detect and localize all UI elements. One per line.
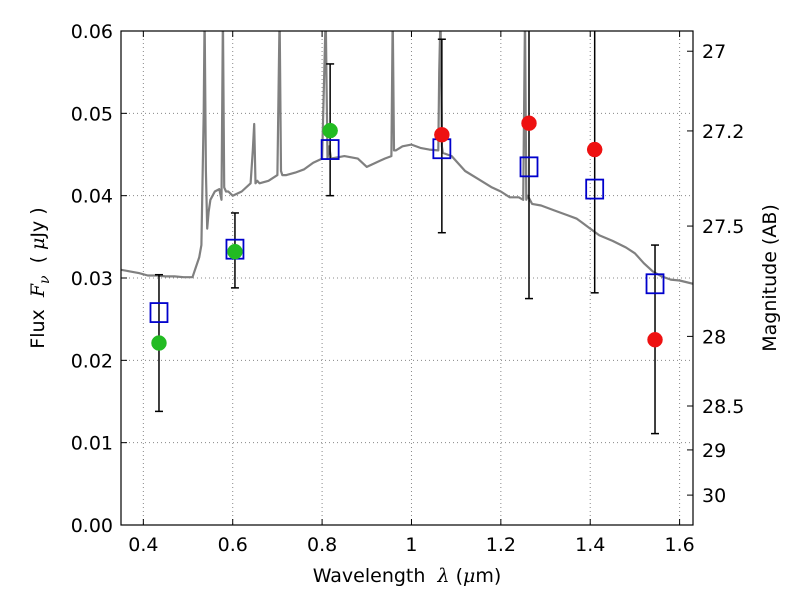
x-tick-label: 1.6 <box>664 534 694 556</box>
mag-tick-label: 30 <box>702 485 726 507</box>
x-tick-label: 0.8 <box>307 534 337 556</box>
model-photometry-point <box>149 302 169 323</box>
y-tick-label: 0.01 <box>71 433 113 455</box>
y-tick-label: 0.02 <box>71 350 113 372</box>
observed-point <box>322 122 338 139</box>
y-tick-label: 0.05 <box>71 103 113 125</box>
observed-point <box>586 141 603 158</box>
observed-point <box>647 332 663 348</box>
mag-tick-label: 27.2 <box>702 121 744 143</box>
y2-axis-label: Magnitude (AB) <box>759 204 781 352</box>
mag-tick-label: 29 <box>702 440 726 462</box>
x-tick-label: 0.4 <box>128 534 158 556</box>
observed-point <box>521 115 537 131</box>
x-tick-label: 0.6 <box>218 534 248 556</box>
mag-tick-label: 28.5 <box>702 396 744 418</box>
model-photometry-point <box>320 139 340 160</box>
x-tick-label: 1.2 <box>486 534 516 556</box>
y-tick-label: 0.06 <box>71 21 113 43</box>
x-tick-label: 1.4 <box>575 534 605 556</box>
x-axis-label: Wavelength λ (μm) <box>313 565 502 587</box>
x-tick-label: 1 <box>405 534 417 556</box>
mag-tick-label: 27.5 <box>702 216 744 238</box>
observed-point <box>434 126 450 143</box>
model-photometry-point <box>585 178 605 200</box>
observed-point <box>151 335 167 351</box>
mag-tick-label: 27 <box>702 41 726 63</box>
y-tick-label: 0.00 <box>71 515 113 537</box>
x-axis-symbol: λ <box>437 565 450 587</box>
model-photometry-point <box>645 273 665 295</box>
mag-tick-label: 28 <box>702 326 726 348</box>
model-photometry-point <box>519 156 539 178</box>
y-axis-label: Flux Fν ( μJy ) <box>27 207 53 348</box>
observed-point <box>227 243 243 260</box>
ticks: 0.4 0.6 0.8 1 1.2 1.4 1.6 0.00 0.01 0.02 0.03 0.04 0… <box>71 21 745 556</box>
y-tick-label: 0.03 <box>71 268 113 290</box>
errorbar-layer <box>149 31 665 435</box>
plot-background <box>121 31 693 525</box>
y-tick-label: 0.04 <box>71 186 113 208</box>
